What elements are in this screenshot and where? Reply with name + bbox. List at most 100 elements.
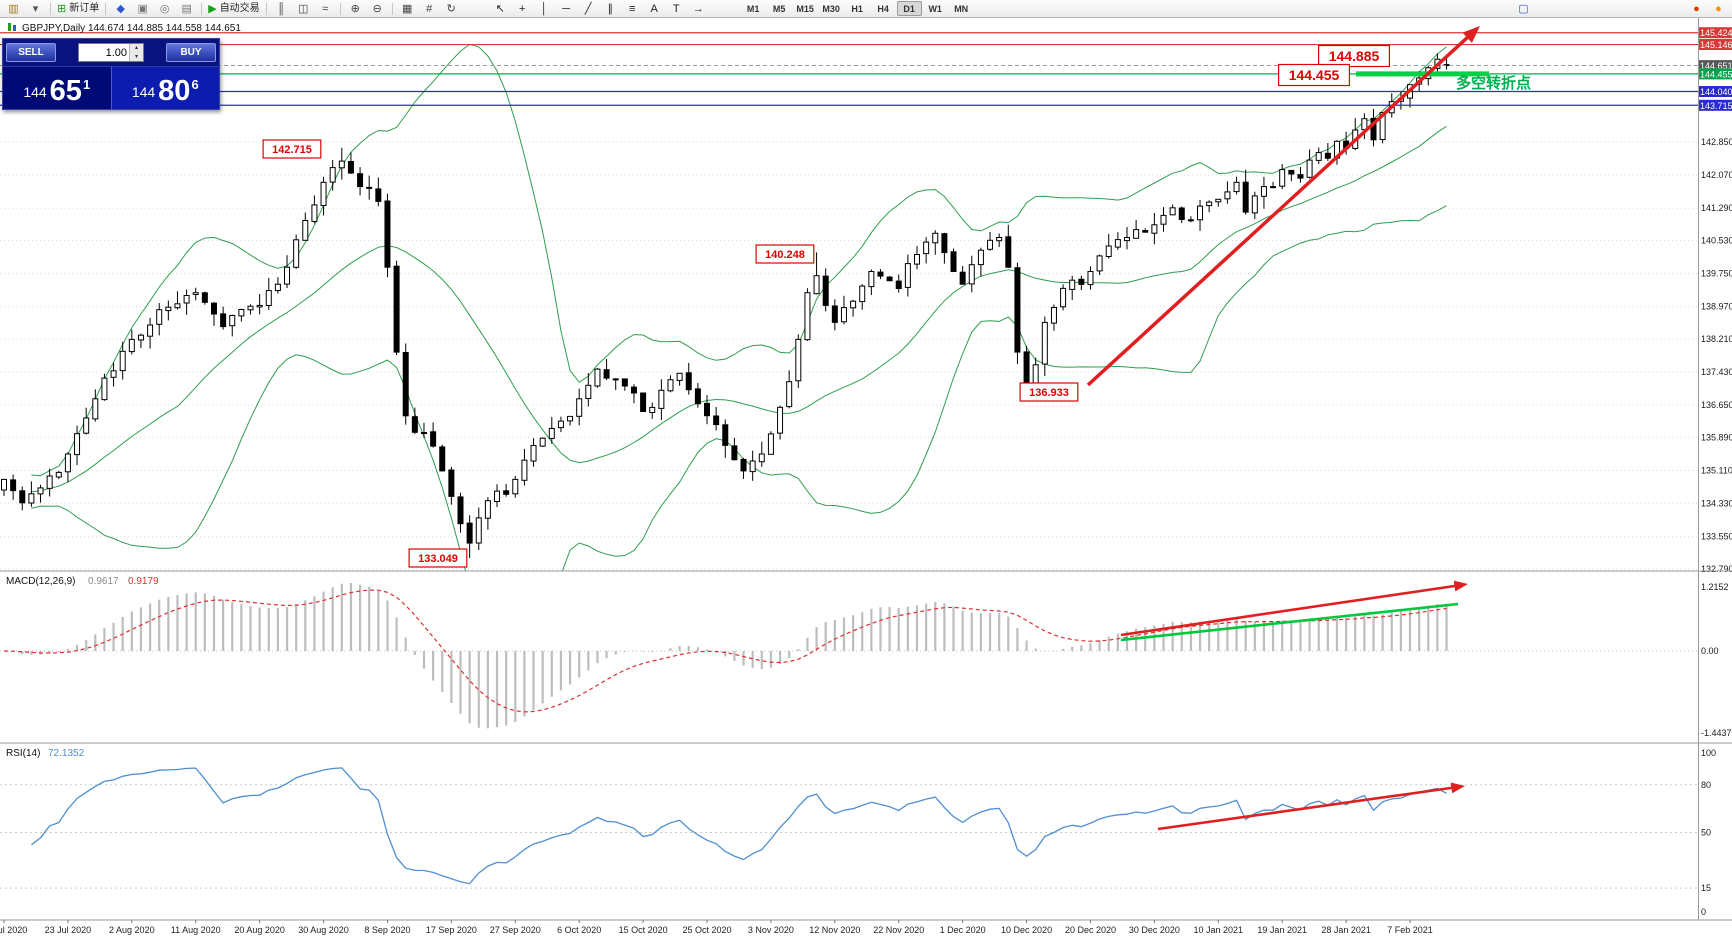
ask-head: 144 — [131, 84, 156, 100]
cursor-icon: ↖ — [495, 2, 505, 15]
price-callout[interactable]: 144.885 — [1317, 44, 1390, 68]
svg-text:136.933: 136.933 — [1029, 387, 1069, 399]
new-chart-icon: ▥ — [8, 2, 19, 15]
refresh-button[interactable]: ↻ — [441, 1, 462, 16]
svg-text:135.890: 135.890 — [1701, 432, 1732, 442]
profiles-button[interactable]: ▾ — [25, 1, 46, 16]
toolbar-separator — [391, 2, 393, 15]
lot-size-input[interactable] — [79, 44, 129, 61]
svg-text:133.049: 133.049 — [418, 553, 458, 565]
svg-text:144.885: 144.885 — [1329, 48, 1380, 64]
record-button[interactable]: ● — [1686, 1, 1707, 16]
grid-button[interactable]: # — [419, 1, 440, 16]
timeframe-d1-button[interactable]: D1 — [896, 1, 922, 16]
candlestick-chart-button[interactable]: ◫ — [293, 1, 314, 16]
timeframe-m15-button[interactable]: M15 — [796, 3, 814, 14]
timeframe-m1-button[interactable]: M1 — [746, 3, 760, 14]
sell-button[interactable]: SELL — [6, 43, 56, 62]
uptrend-arrow[interactable] — [1086, 26, 1480, 387]
label-button[interactable]: T — [666, 1, 687, 16]
timeframe-h4-button[interactable]: H4 — [877, 3, 889, 14]
macd-scale-label: -1.4437 — [1701, 728, 1732, 738]
svg-text:140.248: 140.248 — [765, 249, 805, 261]
ask-sup: 6 — [191, 77, 199, 92]
price-callout[interactable]: 133.049 — [408, 548, 468, 568]
timeframe-m30-button[interactable]: M30 — [822, 3, 840, 14]
status-button[interactable]: ● — [1708, 1, 1729, 16]
new-chart-button[interactable]: ▥ — [3, 1, 24, 16]
date-label: 20 Aug 2020 — [234, 925, 285, 935]
svg-text:144.455: 144.455 — [1289, 67, 1340, 83]
zoom-in-button[interactable]: ⊕ — [345, 1, 366, 16]
rsi-scale-label: 15 — [1701, 883, 1711, 893]
turning-point-annotation[interactable]: 多空转折点 — [1456, 74, 1531, 92]
data-window-button[interactable]: ▣ — [132, 1, 153, 16]
svg-text:136.650: 136.650 — [1701, 400, 1732, 410]
autotrading-button[interactable]: ▶ 自动交易 — [206, 1, 261, 16]
lot-size-field: ▴ ▾ — [78, 43, 144, 62]
timeframe-m5-button[interactable]: M5 — [772, 3, 786, 14]
autotrading-button-label: 自动交易 — [219, 2, 260, 14]
toolbar-separator — [265, 2, 267, 15]
crosshair-button[interactable]: + — [512, 1, 533, 16]
horizontal-line-icon: ─ — [562, 2, 571, 15]
line-chart-button[interactable]: ≈ — [315, 1, 336, 16]
macd-trend-arrow[interactable] — [1120, 580, 1468, 637]
bar-chart-button[interactable]: ║ — [271, 1, 292, 16]
date-label: 28 Jan 2021 — [1321, 925, 1371, 935]
svg-text:142.715: 142.715 — [272, 144, 312, 156]
zoom-in-icon: ⊕ — [350, 2, 360, 15]
buy-button[interactable]: BUY — [166, 43, 216, 62]
date-label: 6 Oct 2020 — [557, 925, 601, 935]
date-label: 7 Feb 2021 — [1387, 925, 1433, 935]
rsi-trend-arrow[interactable] — [1157, 782, 1465, 831]
new-order-button[interactable]: ⊞ 新订单 — [55, 1, 101, 16]
ask-price[interactable]: 144 80 6 — [110, 67, 219, 109]
svg-text:143.715: 143.715 — [1700, 101, 1732, 111]
trendline-button[interactable]: ╱ — [578, 1, 599, 16]
price-callout[interactable]: 144.455 — [1277, 63, 1350, 87]
ask-big: 80 — [158, 75, 191, 107]
chart-title: GBPJPY,Daily 144.674 144.885 144.558 144… — [8, 23, 241, 34]
date-label: 23 Jul 2020 — [45, 925, 92, 935]
svg-text:133.550: 133.550 — [1701, 532, 1732, 542]
zoom-out-button[interactable]: ⊖ — [367, 1, 388, 16]
price-callout[interactable]: 142.715 — [262, 139, 322, 159]
timeframe-mn-button[interactable]: MN — [954, 3, 969, 14]
text-button[interactable]: A — [644, 1, 665, 16]
svg-text:135.110: 135.110 — [1701, 466, 1732, 476]
timeframe-h1-button[interactable]: H1 — [851, 3, 863, 14]
price-callout[interactable]: 136.933 — [1019, 382, 1079, 402]
svg-text:145.424: 145.424 — [1700, 28, 1732, 38]
date-label: 30 Dec 2020 — [1129, 925, 1180, 935]
arrows-button[interactable]: → — [688, 1, 709, 16]
alerts-button[interactable]: ▢ — [1513, 1, 1534, 16]
tile-windows-button[interactable]: ▦ — [397, 1, 418, 16]
market-watch-button[interactable]: ◆ — [110, 1, 131, 16]
date-label: 20 Dec 2020 — [1065, 925, 1116, 935]
bid-price[interactable]: 144 65 1 — [3, 67, 111, 109]
date-label: 25 Oct 2020 — [682, 925, 731, 935]
cursor-button[interactable]: ↖ — [490, 1, 511, 16]
terminal-button[interactable]: ▤ — [176, 1, 197, 16]
macd-green-trendline[interactable] — [1120, 602, 1459, 642]
lot-increase-button[interactable]: ▴ — [130, 44, 143, 53]
horizontal-line-button[interactable]: ─ — [556, 1, 577, 16]
svg-text:RSI(14): RSI(14) — [6, 748, 40, 759]
date-label: 22 Nov 2020 — [873, 925, 924, 935]
toolbar-separator — [201, 2, 203, 15]
svg-text:137.430: 137.430 — [1701, 367, 1732, 377]
fibonacci-button[interactable]: ≡ — [622, 1, 643, 16]
chart-canvas[interactable]: 142.850 142.070 141.290 140.530 139.750 138.9… — [0, 18, 1732, 939]
vertical-line-button[interactable]: │ — [534, 1, 555, 16]
price-axis-tag: 144.455 — [1698, 68, 1732, 80]
timeframe-w1-button[interactable]: W1 — [928, 3, 942, 14]
lot-decrease-button[interactable]: ▾ — [130, 52, 143, 61]
price-callout[interactable]: 140.248 — [755, 244, 815, 264]
date-label: 1 Dec 2020 — [940, 925, 986, 935]
alerts-icon: ▢ — [1518, 2, 1529, 15]
navigator-button[interactable]: ◎ — [154, 1, 175, 16]
channel-button[interactable]: ∥ — [600, 1, 621, 16]
svg-text:144.651: 144.651 — [1700, 61, 1732, 71]
svg-text:145.146: 145.146 — [1700, 40, 1732, 50]
